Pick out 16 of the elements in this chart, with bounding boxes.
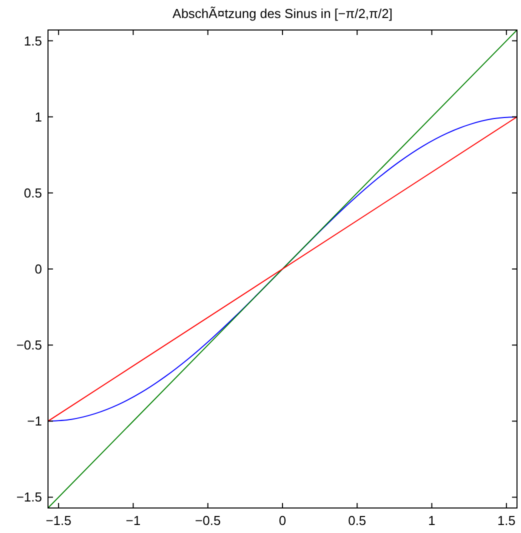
x-tick-label: −1 xyxy=(126,513,141,528)
line-series xyxy=(48,116,517,422)
y-tick-label: 0.5 xyxy=(24,185,42,200)
x-tick-label: −0.5 xyxy=(195,513,221,528)
x-tick-label: −1.5 xyxy=(46,513,72,528)
y-tick-label: 0 xyxy=(34,262,42,276)
chart-title: AbschÃ¤tzung des Sinus in [−π/2,π/2] xyxy=(172,6,392,21)
y-tick-label: −1 xyxy=(27,414,42,429)
y-tick-label: 1.5 xyxy=(24,33,42,48)
x-tick-label: 0 xyxy=(278,513,286,528)
x-tick-label: 1.5 xyxy=(497,513,516,528)
y-tick-label: 1 xyxy=(34,109,42,124)
x-tick-label: 0.5 xyxy=(348,513,366,528)
x-tick-label: 1 xyxy=(428,513,436,528)
y-tick-label: −1.5 xyxy=(16,490,42,505)
y-tick-label: −0.5 xyxy=(16,338,42,353)
